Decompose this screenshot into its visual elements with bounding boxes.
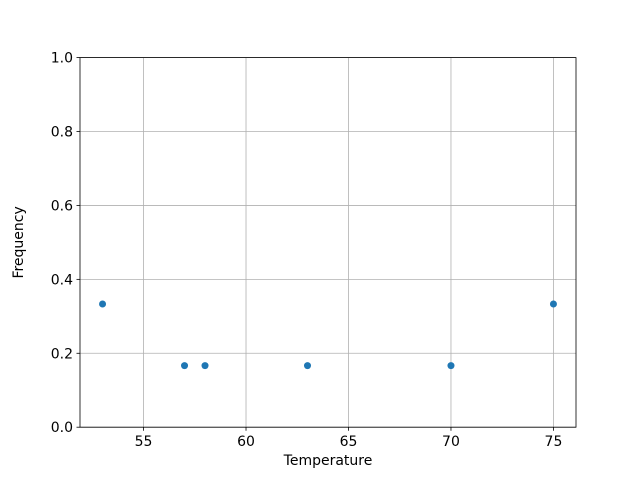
data-point xyxy=(549,300,557,308)
x-tick-label: 70 xyxy=(442,434,460,450)
data-points-layer xyxy=(99,300,557,370)
tick-layer: 55 60 65 70 75 0.0 0.2 0.4 0.6 0.8 1.0 xyxy=(51,51,563,451)
x-axis-label: Temperature xyxy=(283,453,373,469)
x-tick-label: 55 xyxy=(135,434,153,450)
y-tick-label: 0.2 xyxy=(51,346,73,362)
y-tick-label: 0.4 xyxy=(51,272,73,288)
x-tick-label: 60 xyxy=(237,434,255,450)
axes-border xyxy=(79,57,577,428)
y-tick-label: 0.0 xyxy=(51,420,73,436)
y-tick-label: 1.0 xyxy=(51,51,73,67)
y-tick-label: 0.6 xyxy=(51,198,73,214)
data-point xyxy=(181,362,189,370)
data-point xyxy=(447,362,455,370)
y-axis-label: Frequency xyxy=(11,206,27,278)
axes-spines xyxy=(79,57,577,428)
data-point xyxy=(99,300,107,308)
x-tick-label: 75 xyxy=(545,434,563,450)
data-point xyxy=(304,362,312,370)
grid-layer xyxy=(80,57,576,428)
data-point xyxy=(201,362,209,370)
y-tick-label: 0.8 xyxy=(51,125,73,141)
x-tick-label: 65 xyxy=(340,434,358,450)
